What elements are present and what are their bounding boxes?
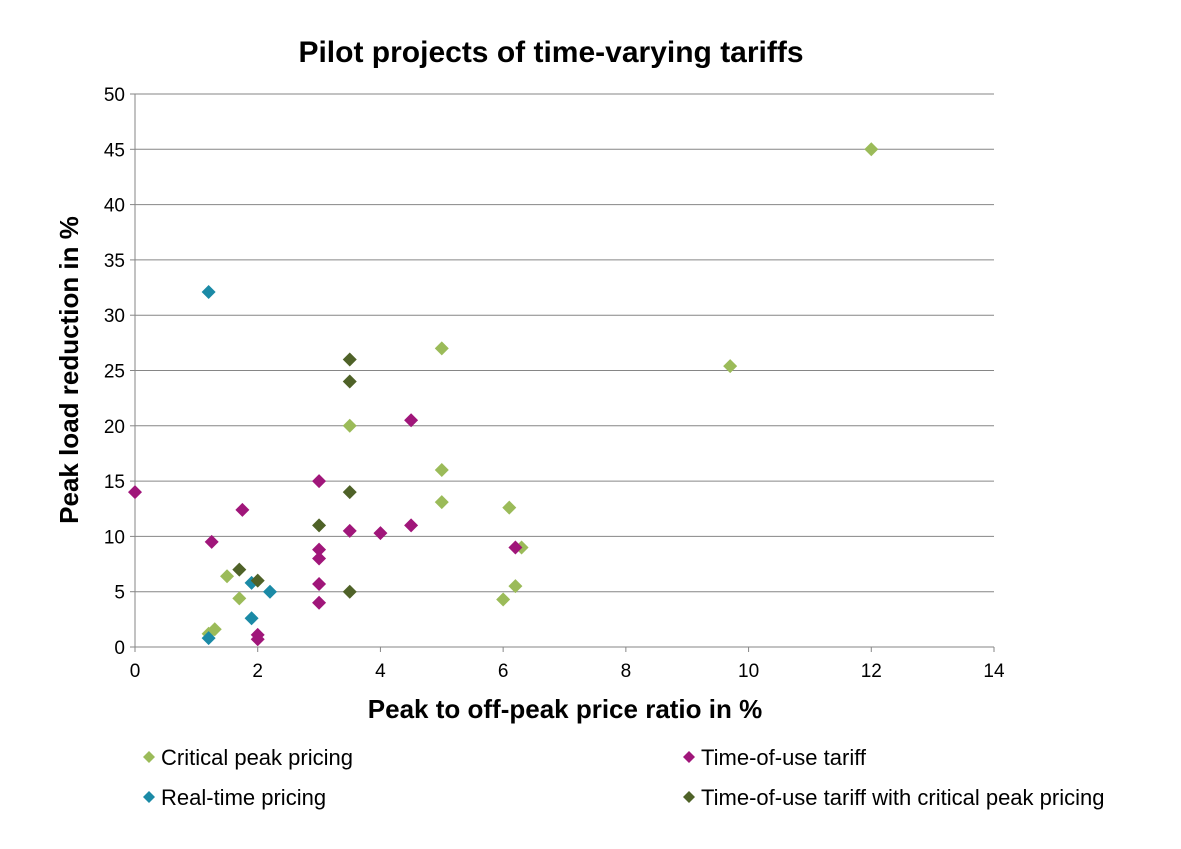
data-point <box>342 374 357 389</box>
data-point <box>502 500 517 515</box>
y-axis-title: Peak load reduction in % <box>54 216 84 524</box>
x-tick-label: 14 <box>983 661 1005 682</box>
data-point <box>201 284 216 299</box>
x-tick-label: 12 <box>861 661 882 682</box>
y-tick-label: 5 <box>114 583 125 604</box>
y-tick-label: 25 <box>104 362 125 383</box>
data-point <box>312 551 327 566</box>
data-point <box>232 562 247 577</box>
legend-item: Time-of-use tariff <box>683 745 867 770</box>
data-point <box>128 485 142 500</box>
legend-item: Time-of-use tariff with critical peak pr… <box>683 785 1104 810</box>
y-tick-label: 30 <box>104 306 125 327</box>
data-point <box>262 584 277 599</box>
legend-marker <box>143 791 155 803</box>
data-point <box>434 463 449 478</box>
data-point <box>250 573 265 588</box>
y-axis-ticks: 0 5 10 15 20 25 30 35 40 45 50 <box>104 85 135 659</box>
legend-label: Time-of-use tariff with critical peak pr… <box>701 785 1104 810</box>
data-point <box>434 495 449 510</box>
data-point <box>342 418 357 433</box>
data-point <box>373 526 388 541</box>
x-tick-label: 4 <box>375 661 386 682</box>
legend-item: Real-time pricing <box>143 785 326 810</box>
x-tick-label: 2 <box>252 661 263 682</box>
x-tick-label: 10 <box>738 661 759 682</box>
data-point <box>404 413 419 428</box>
data-point <box>342 352 357 367</box>
y-tick-label: 40 <box>104 196 125 217</box>
data-point <box>235 502 250 517</box>
x-axis-title: Peak to off-peak price ratio in % <box>368 694 762 724</box>
data-point <box>508 540 523 555</box>
data-point <box>404 518 419 533</box>
data-point <box>201 631 216 646</box>
data-point <box>312 474 327 489</box>
data-point <box>342 584 357 599</box>
data-point <box>434 341 449 356</box>
legend-item: Critical peak pricing <box>143 745 353 770</box>
series-1 <box>201 142 879 641</box>
data-point <box>244 611 259 626</box>
data-point <box>342 523 357 538</box>
data-points <box>128 142 879 647</box>
series-2 <box>128 413 523 647</box>
chart-title: Pilot projects of time-varying tariffs <box>298 36 803 69</box>
data-point <box>342 485 357 500</box>
x-tick-label: 0 <box>130 661 141 682</box>
data-point <box>496 592 511 607</box>
gridlines <box>135 93 994 593</box>
data-point <box>312 576 327 591</box>
y-tick-label: 15 <box>104 472 125 493</box>
y-tick-label: 0 <box>114 638 125 659</box>
legend-marker <box>143 751 155 763</box>
x-tick-label: 6 <box>498 661 509 682</box>
data-point <box>232 591 247 606</box>
series-4 <box>232 352 357 599</box>
series-3 <box>201 284 277 646</box>
data-point <box>508 579 523 594</box>
data-point <box>864 142 879 157</box>
y-tick-label: 20 <box>104 417 125 438</box>
y-tick-label: 35 <box>104 251 125 272</box>
y-tick-label: 45 <box>104 140 125 161</box>
data-point <box>204 534 219 549</box>
data-point <box>312 595 327 610</box>
legend-marker <box>683 791 695 803</box>
legend-label: Time-of-use tariff <box>701 745 867 770</box>
legend: Critical peak pricing Time-of-use tariff R… <box>143 745 1104 810</box>
data-point <box>250 632 265 647</box>
data-point <box>220 569 235 584</box>
y-tick-label: 10 <box>104 527 125 548</box>
x-tick-label: 8 <box>621 661 632 682</box>
legend-label: Real-time pricing <box>161 785 326 810</box>
data-point <box>723 359 738 374</box>
y-tick-label: 50 <box>104 85 125 106</box>
data-point <box>312 518 327 533</box>
legend-label: Critical peak pricing <box>161 745 353 770</box>
x-axis-ticks: 0 2 4 6 8 10 12 14 <box>130 647 1005 682</box>
data-point <box>244 575 259 590</box>
legend-marker <box>683 751 695 763</box>
data-point <box>312 542 327 557</box>
